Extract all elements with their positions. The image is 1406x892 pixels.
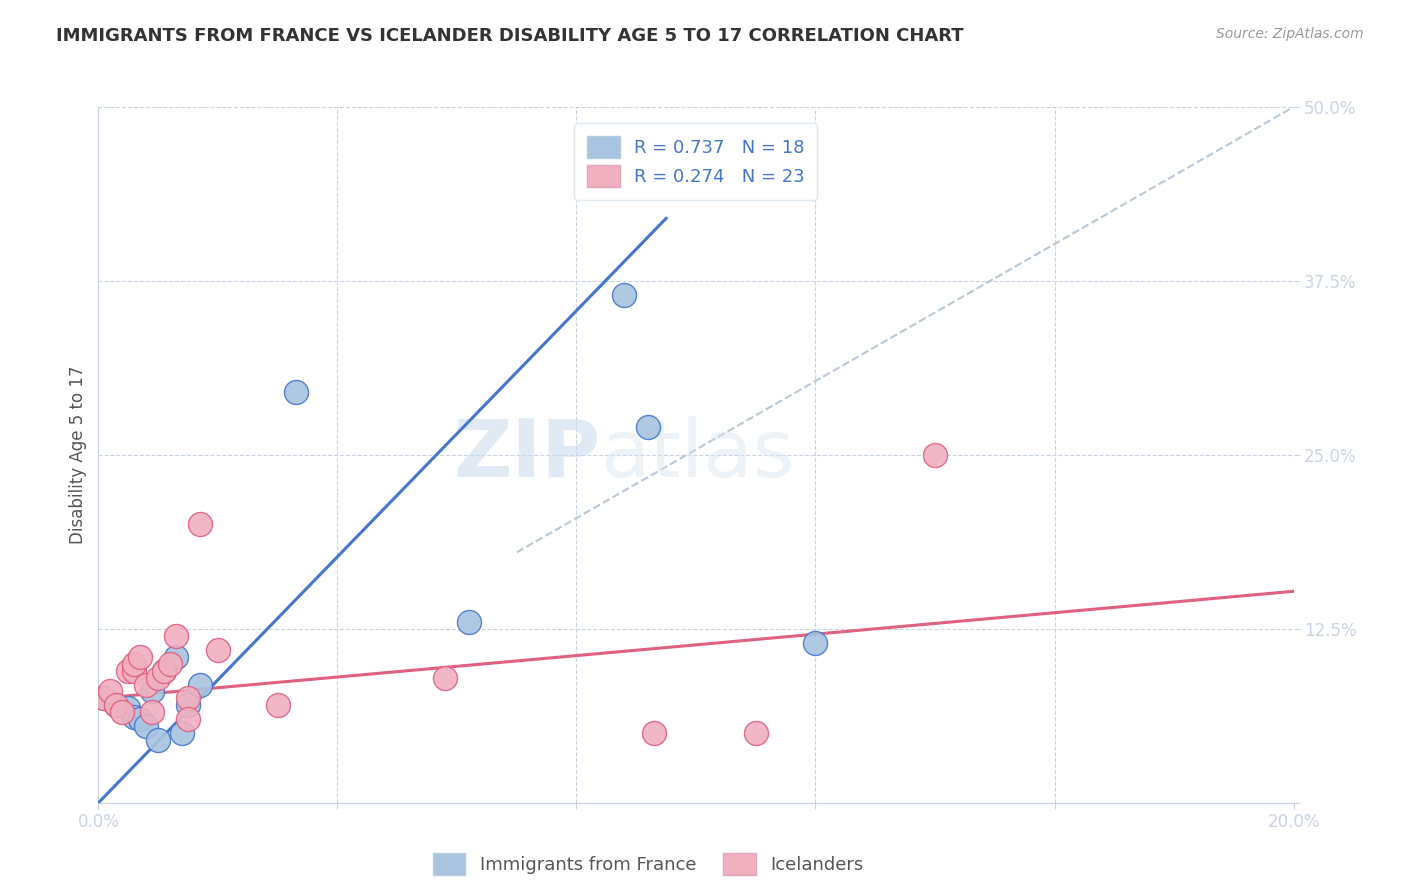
Point (124, 657, 146, 671)
Point (177, 698, 200, 713)
Point (153, 664, 176, 678)
Point (804, 636, 827, 650)
Y-axis label: Disability Age 5 to 17: Disability Age 5 to 17 (69, 366, 87, 544)
Point (141, 706, 163, 720)
Point (105, 698, 128, 713)
Text: atlas: atlas (600, 416, 794, 494)
Point (924, 448, 946, 462)
Point (165, 649, 187, 664)
Point (117, 664, 139, 678)
Text: IMMIGRANTS FROM FRANCE VS ICELANDER DISABILITY AGE 5 TO 17 CORRELATION CHART: IMMIGRANTS FROM FRANCE VS ICELANDER DISA… (56, 27, 965, 45)
Point (141, 684, 163, 698)
Point (124, 664, 146, 678)
Point (745, 726, 768, 740)
Point (129, 649, 152, 664)
Point (93, 691, 115, 706)
Point (111, 706, 134, 720)
Point (148, 733, 170, 747)
Point (117, 701, 139, 715)
Point (165, 629, 187, 643)
Legend: Immigrants from France, Icelanders: Immigrants from France, Icelanders (423, 844, 873, 884)
Point (172, 726, 194, 740)
Point (124, 709, 146, 723)
Point (188, 677, 211, 691)
Point (177, 691, 200, 706)
Point (637, 420, 659, 434)
Text: Source: ZipAtlas.com: Source: ZipAtlas.com (1216, 27, 1364, 41)
Point (153, 664, 176, 678)
Point (284, 385, 307, 400)
Point (207, 642, 229, 657)
Point (148, 671, 170, 685)
Point (613, 288, 636, 302)
Point (458, 615, 481, 629)
Point (188, 517, 211, 532)
Point (434, 671, 457, 685)
Text: ZIP: ZIP (453, 416, 600, 494)
Point (98, 684, 122, 698)
Point (177, 712, 200, 726)
Point (129, 712, 152, 726)
Point (643, 726, 665, 740)
Point (105, 698, 128, 713)
Point (135, 677, 157, 691)
Point (93, 691, 115, 706)
Point (135, 719, 157, 733)
Point (159, 657, 181, 671)
Point (267, 698, 290, 713)
